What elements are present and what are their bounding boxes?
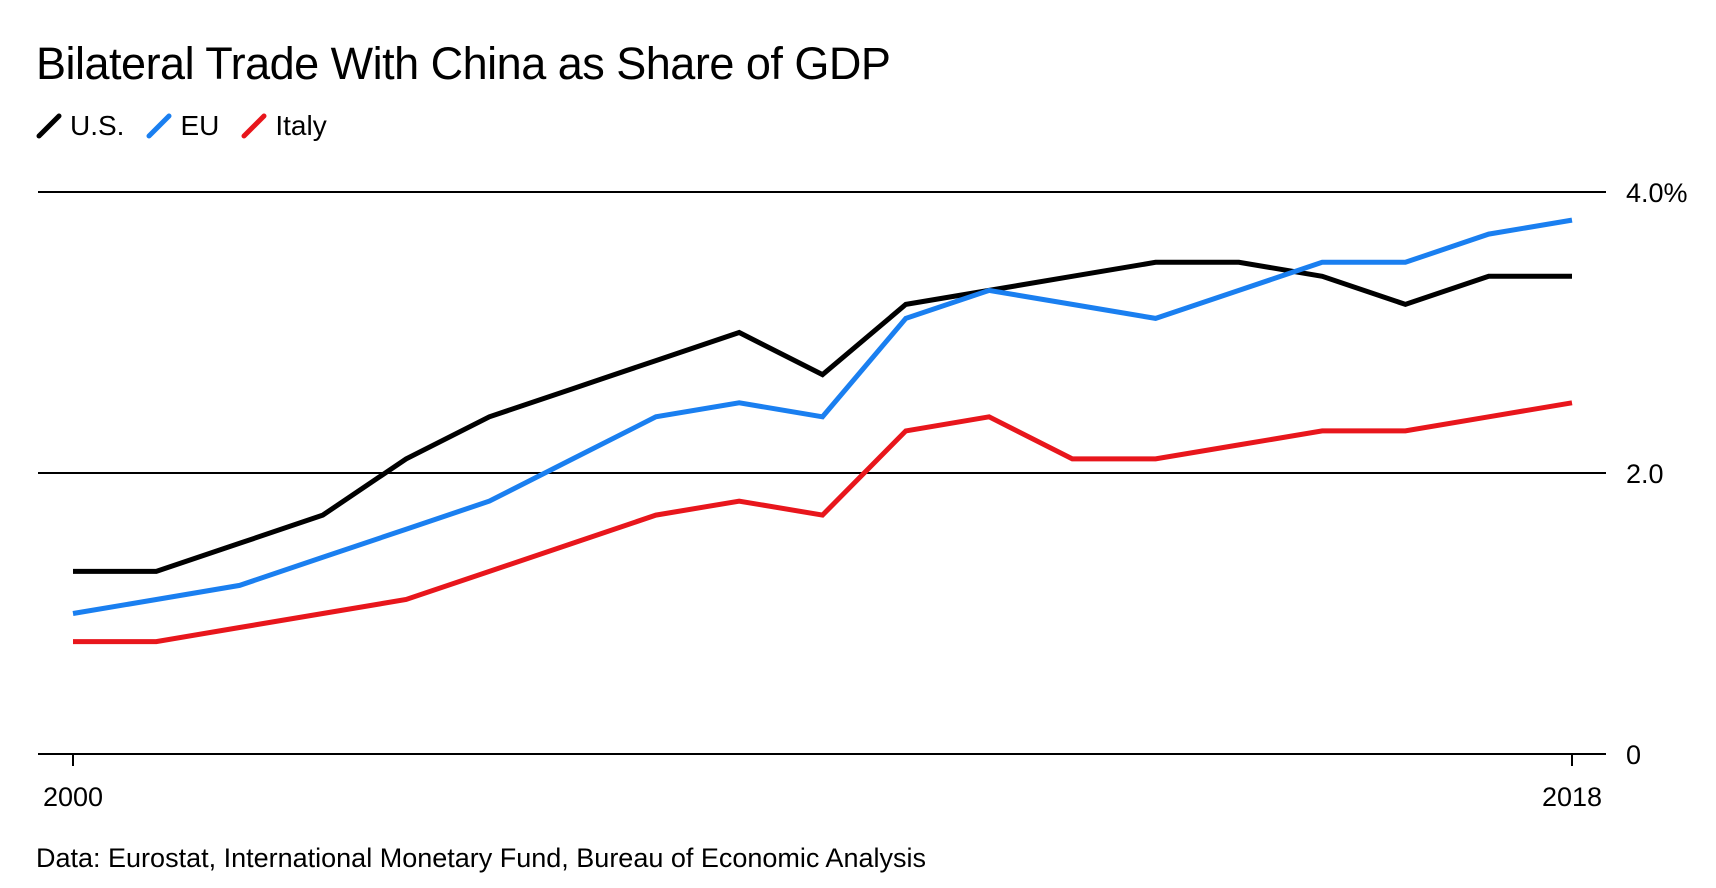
y-tick-label: 4.0%: [1626, 178, 1688, 208]
legend-item-us: U.S.: [36, 110, 124, 142]
legend-item-italy: Italy: [241, 110, 327, 142]
legend-swatch-us: [36, 113, 62, 139]
x-tick-label: 2000: [43, 782, 103, 812]
legend-label-us: U.S.: [70, 110, 125, 141]
series-line-us: [73, 259, 1572, 574]
y-tick-label: 0: [1626, 740, 1641, 770]
series-line-eu: [72, 217, 1573, 616]
legend-swatch-italy: [241, 113, 267, 139]
legend-label-italy: Italy: [275, 110, 327, 141]
legend: U.S. EU Italy: [36, 110, 349, 142]
chart-title: Bilateral Trade With China as Share of G…: [36, 38, 891, 89]
legend-swatch-eu: [146, 113, 172, 139]
legend-item-eu: EU: [146, 110, 219, 142]
series-line-italy: [73, 400, 1573, 645]
legend-label-eu: EU: [180, 110, 220, 141]
y-tick-label: 2.0: [1626, 459, 1664, 489]
x-tick-label: 2018: [1542, 782, 1602, 812]
source-note: Data: Eurostat, International Monetary F…: [36, 843, 926, 873]
